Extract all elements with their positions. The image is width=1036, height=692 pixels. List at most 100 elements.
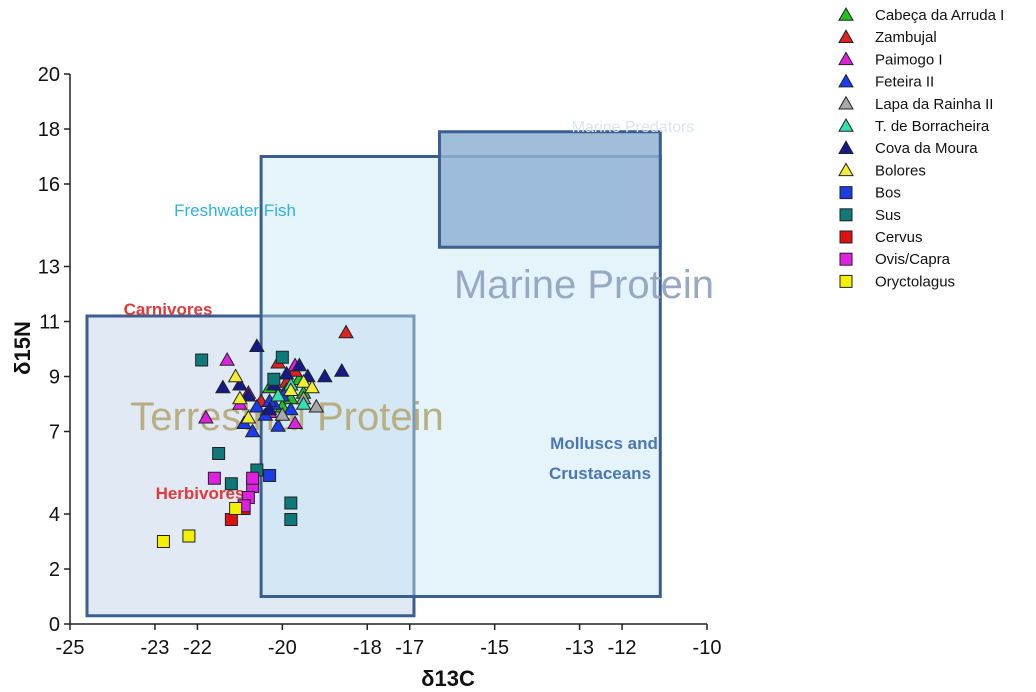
legend-marker: [838, 117, 854, 132]
y-tick-label: 9: [49, 367, 60, 389]
region-box: [437, 130, 662, 249]
annotation-label: Molluscs and: [550, 434, 658, 453]
legend-label: Bolores: [875, 162, 926, 179]
x-tick-label: -22: [183, 637, 212, 659]
data-point: [212, 447, 226, 460]
legend-label: Sus: [875, 207, 901, 224]
legend-label: Feteira II: [875, 74, 934, 91]
legend-label: Cova da Moura: [875, 140, 978, 157]
data-point: [232, 390, 248, 405]
data-point: [308, 398, 325, 413]
region-label: Marine Protein: [454, 263, 714, 307]
y-tick-label: 20: [38, 64, 60, 86]
y-tick-label: 16: [38, 174, 60, 196]
data-point: [246, 471, 260, 485]
legend-marker: [838, 140, 854, 154]
legend-marker: [838, 51, 854, 66]
legend-marker: [838, 6, 854, 21]
legend-marker: [839, 252, 853, 266]
axes: -25 -23 -22 -20 -18 -17 -15 -13 -12 -10 0 2 4 7 9 11 13 1…: [38, 64, 722, 659]
data-point: [338, 324, 354, 339]
data-point: [284, 513, 298, 526]
data-point: [287, 415, 303, 429]
data-point: [229, 502, 243, 515]
y-tick-label: 7: [49, 422, 60, 444]
data-point: [240, 409, 257, 424]
legend-label: Lapa da Rainha II: [875, 96, 993, 113]
x-tick-label: -10: [693, 637, 722, 659]
legend-label: Oryctolagus: [875, 273, 955, 290]
region-layer: [85, 130, 662, 618]
data-point: [248, 398, 265, 413]
legend-label: Ovis/Capra: [875, 251, 951, 268]
legend-label: Cabeça da Arruda I: [875, 7, 1004, 24]
data-point: [227, 368, 244, 383]
data-point: [274, 406, 291, 421]
x-tick-label: -17: [395, 637, 424, 659]
legend-marker: [839, 230, 853, 244]
y-tick-label: 0: [49, 614, 60, 636]
legend-label: Paimogo I: [875, 51, 943, 68]
x-axis-title-text: δ13C: [421, 666, 475, 691]
y-tick-label: 13: [38, 257, 60, 279]
data-point: [263, 469, 277, 482]
legend-marker: [839, 186, 853, 200]
data-point: [333, 362, 350, 377]
y-axis-title-text: δ15N: [10, 321, 35, 375]
data-point: [207, 471, 221, 485]
data-point: [224, 477, 238, 491]
data-point: [240, 387, 257, 402]
data-point: [295, 373, 312, 388]
y-tick-label: 11: [39, 312, 60, 334]
annotation-label: Freshwater Fish: [174, 201, 296, 220]
data-point: [278, 365, 295, 380]
legend-label: Zambujal: [875, 29, 937, 46]
y-tick-label: 2: [49, 559, 60, 581]
data-point: [270, 417, 286, 432]
data-point: [282, 382, 299, 396]
legend-label: T. de Borracheira: [875, 118, 990, 135]
data-point: [224, 513, 238, 526]
data-point: [248, 338, 265, 352]
legend-marker: [839, 274, 853, 288]
annotation-label: Carnivores: [124, 300, 213, 319]
annotation-label: Herbivores: [156, 484, 245, 503]
data-point: [284, 496, 298, 510]
data-point: [182, 529, 196, 543]
data-point: [275, 350, 289, 364]
data-point: [261, 401, 278, 416]
x-axis-title: δ13C: [421, 666, 475, 691]
y-axis-title: δ15N: [10, 321, 35, 375]
x-tick-label: -20: [268, 637, 297, 659]
data-point: [198, 409, 214, 424]
region-label: Marine Predators: [572, 119, 695, 136]
legend-marker: [839, 208, 853, 222]
legend-marker: [838, 162, 854, 177]
x-tick-label: -23: [140, 637, 169, 659]
data-point: [270, 387, 286, 402]
x-tick-label: -12: [608, 637, 637, 659]
data-point: [195, 353, 209, 367]
data-point: [316, 368, 333, 383]
data-point: [304, 379, 320, 394]
data-point: [244, 423, 261, 438]
x-tick-label: -25: [56, 637, 85, 659]
annotation-label: Crustaceans: [549, 464, 651, 483]
y-tick-label: 4: [49, 504, 60, 526]
data-point: [291, 357, 308, 372]
data-point: [267, 372, 281, 386]
legend-label: Cervus: [875, 229, 923, 246]
data-point: [156, 535, 170, 548]
data-point: [219, 351, 235, 366]
x-tick-label: -13: [565, 637, 594, 659]
data-points: [156, 324, 354, 548]
legend: Cabeça da Arruda I Zambujal Paimogo I Fetei…: [838, 6, 1004, 290]
y-tick-label: 18: [38, 119, 60, 141]
x-tick-label: -18: [353, 637, 382, 659]
data-point: [215, 379, 231, 394]
data-point: [232, 376, 248, 391]
legend-marker: [838, 73, 854, 88]
legend-marker: [838, 29, 854, 43]
